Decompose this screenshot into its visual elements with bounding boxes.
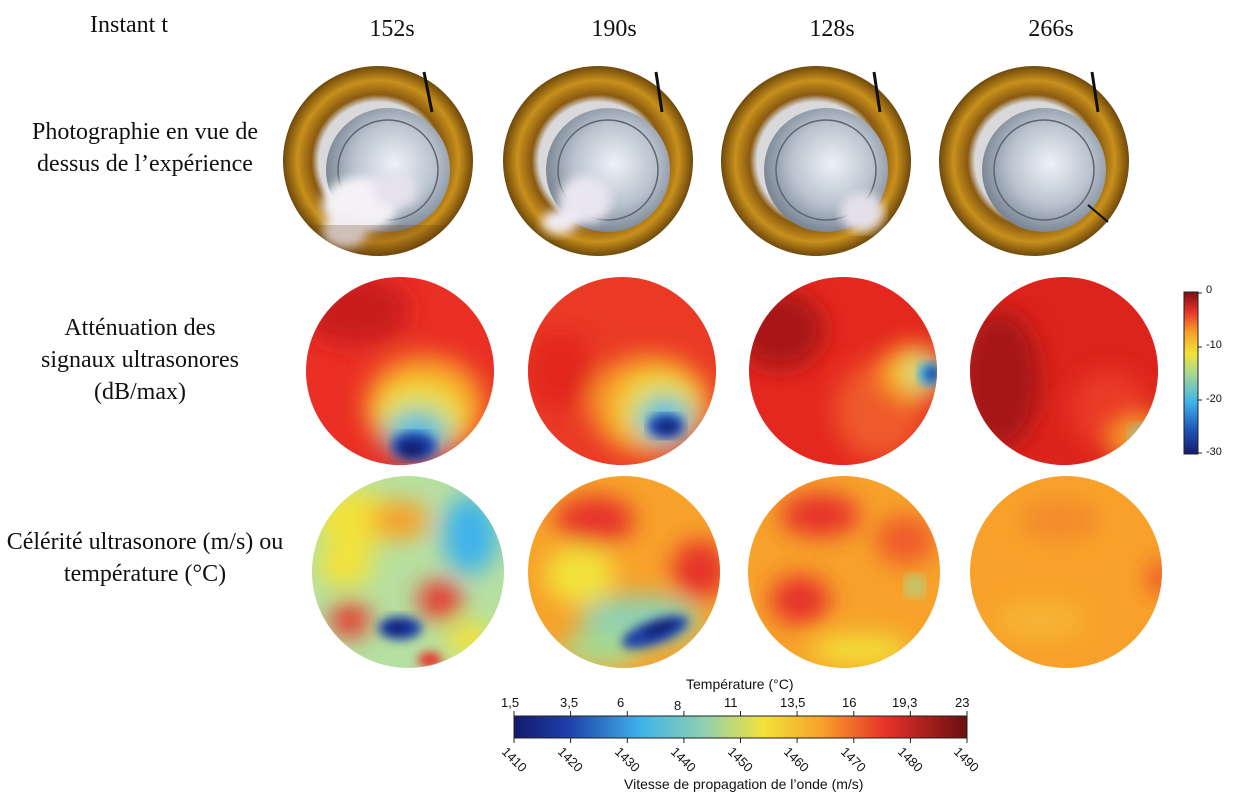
time-label-1: 152s <box>369 16 415 42</box>
celerity-map-190s <box>528 476 720 668</box>
atten-tick-20: -20 <box>1206 393 1222 405</box>
time-label-2: 190s <box>591 16 637 42</box>
attenuation-map-152s <box>306 277 494 465</box>
photo-128s <box>721 66 911 256</box>
row-label-photo: Photographie en vue de dessus de l’expér… <box>32 119 258 177</box>
time-label-4: 266s <box>1028 16 1074 42</box>
celerity-map-266s <box>970 476 1162 668</box>
temp-tick-7: 16 <box>842 695 857 710</box>
temp-tick-6: 13,5 <box>780 695 806 710</box>
atten-tick-10: -10 <box>1206 339 1222 351</box>
temperature-colorbar <box>513 711 968 743</box>
temp-tick-9: 23 <box>955 695 970 710</box>
temperature-colorbar-title: Température (°C) <box>686 676 794 692</box>
attenuation-colorbar <box>1183 291 1202 455</box>
photo-266s <box>939 66 1129 256</box>
atten-tick-30: -30 <box>1206 446 1222 458</box>
temp-tick-5: 11 <box>724 695 738 710</box>
row-label-celerity: Célérité ultrasonore (m/s) ou températur… <box>6 529 284 587</box>
temp-tick-1: 1,5 <box>501 695 520 710</box>
time-label-3: 128s <box>809 16 855 42</box>
temp-tick-3: 6 <box>617 695 625 710</box>
celerity-map-128s <box>748 476 940 668</box>
row-label-attenuation: Atténuation des signaux ultrasonores (dB… <box>41 315 239 405</box>
temp-tick-8: 19,3 <box>892 695 918 710</box>
speed-colorbar-title: Vitesse de propagation de l’onde (m/s) <box>624 776 864 792</box>
temp-tick-2: 3,5 <box>560 695 579 710</box>
atten-tick-0: 0 <box>1206 284 1213 296</box>
attenuation-map-266s <box>970 277 1158 465</box>
celerity-map-152s <box>312 476 504 668</box>
photo-152s <box>283 66 473 256</box>
attenuation-map-190s <box>528 277 716 465</box>
photo-190s <box>503 66 693 256</box>
instant-label: Instant t <box>90 12 168 38</box>
temp-tick-4: 8 <box>674 698 682 713</box>
attenuation-map-128s <box>749 277 937 465</box>
